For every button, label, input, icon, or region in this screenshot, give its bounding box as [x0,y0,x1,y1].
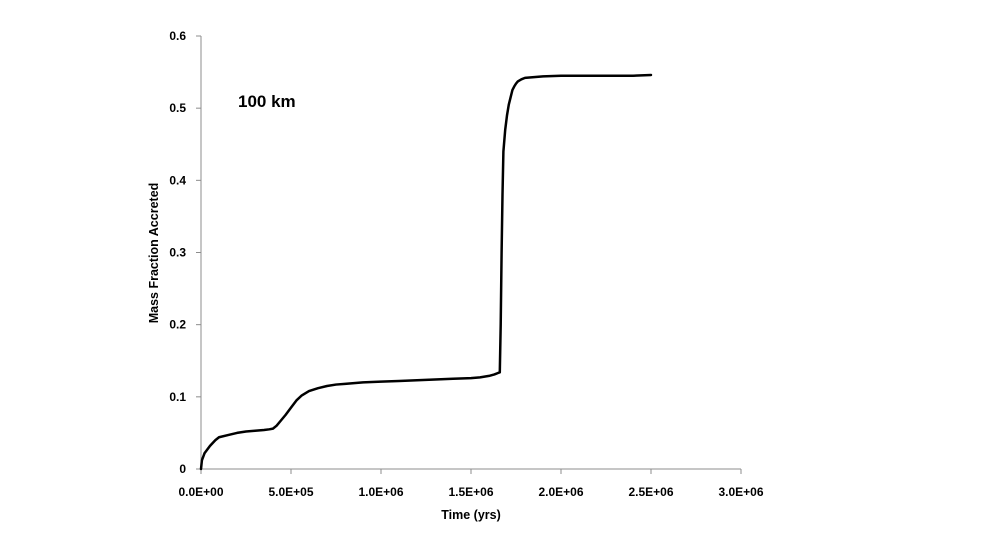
y-tick-label: 0.6 [169,29,186,43]
chart-annotation: 100 km [238,92,296,111]
x-axis-title: Time (yrs) [441,508,501,522]
x-tick-label: 2.0E+06 [538,485,583,499]
x-tick-label: 2.5E+06 [628,485,673,499]
series-layer [199,73,653,471]
x-tick-label: 1.0E+06 [358,485,403,499]
y-tick-label: 0.4 [169,173,186,187]
y-tick-label: 0.5 [169,101,186,115]
x-tick-label: 3.0E+06 [718,485,763,499]
x-tick-label: 1.5E+06 [448,485,493,499]
series-line-0 [199,73,653,471]
y-tick-label: 0.3 [169,246,186,260]
y-tick-label: 0 [179,462,186,476]
y-tick-label: 0.2 [169,318,186,332]
y-axis-title: Mass Fraction Accreted [147,183,161,324]
x-tick-label: 5.0E+05 [268,485,313,499]
y-ticks: 0 0.1 0.2 0.3 0.4 0.5 0.6 [169,29,201,476]
y-tick-label: 0.1 [169,390,186,404]
x-ticks: 0.0E+00 5.0E+05 1.0E+06 1.5E+06 2.0E+06 2.5E+… [178,469,764,499]
x-tick-label: 0.0E+00 [178,485,223,499]
